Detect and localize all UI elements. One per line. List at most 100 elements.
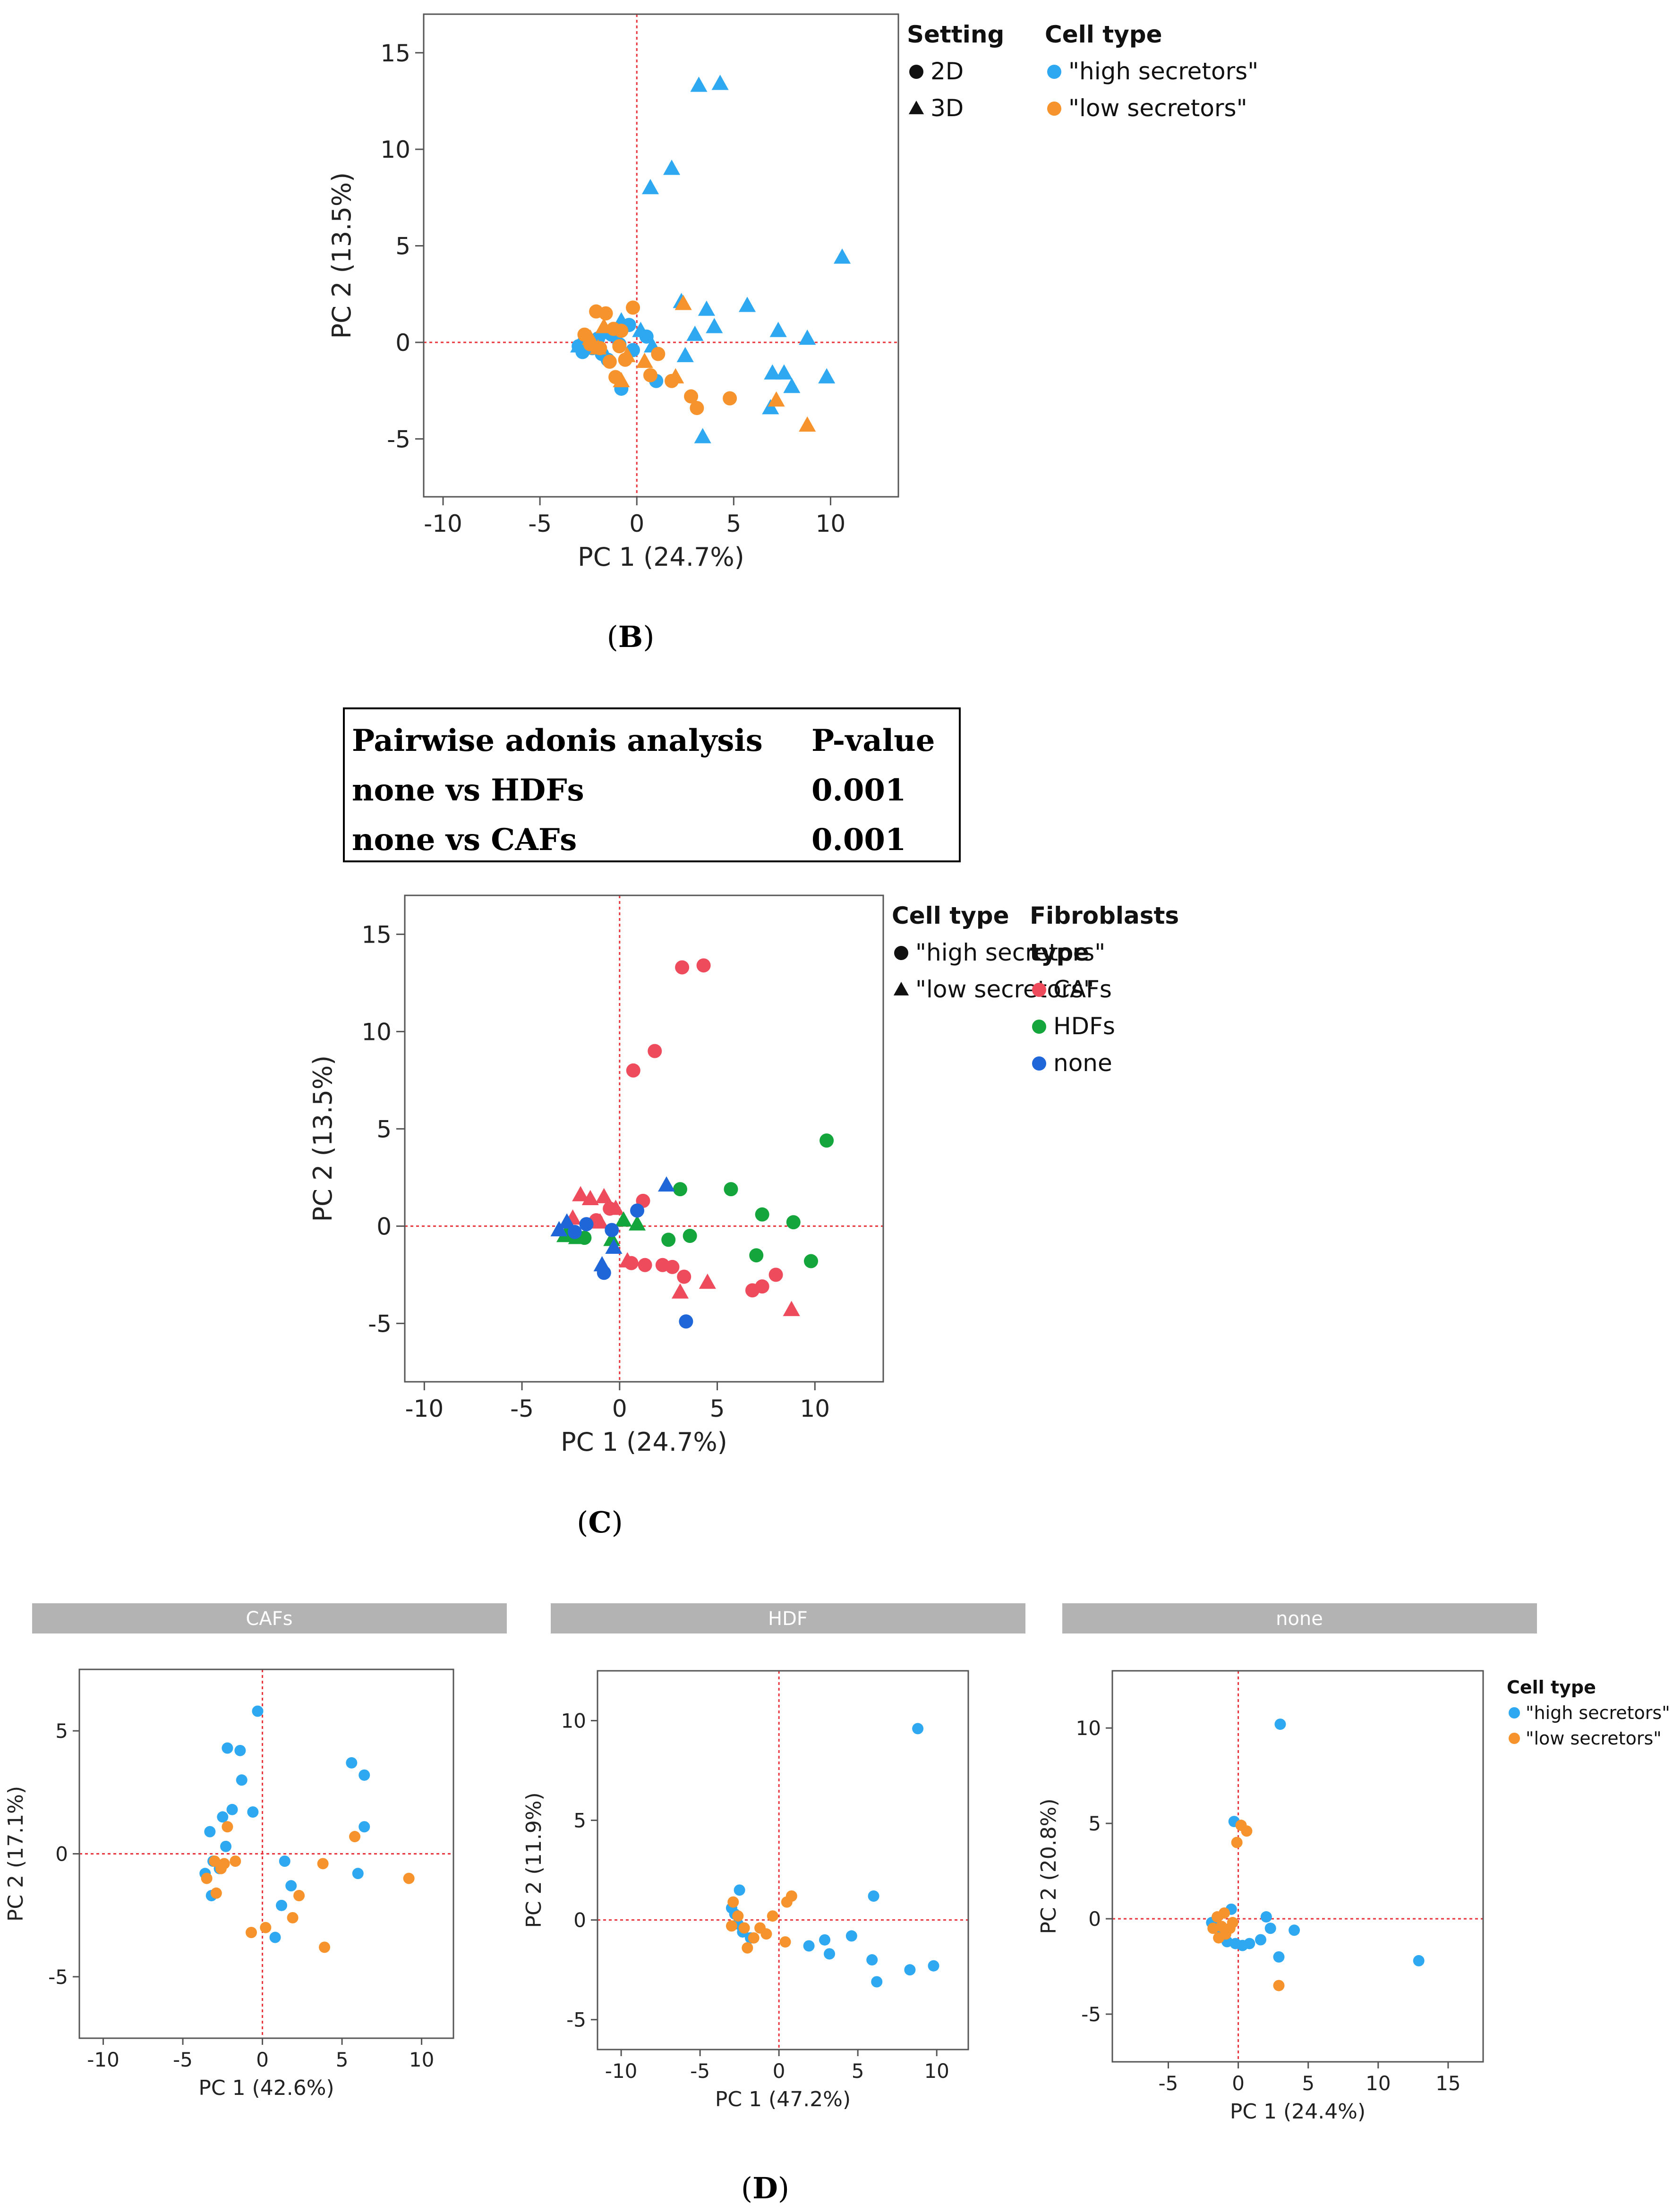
data-point: [217, 1811, 229, 1823]
data-point: [595, 1188, 613, 1203]
data-point: [222, 1821, 233, 1833]
data-point: [1241, 1825, 1253, 1837]
x-tick-label: -5: [528, 510, 552, 537]
data-point: [648, 1044, 662, 1058]
data-point: [679, 1314, 693, 1329]
data-point: [220, 1840, 232, 1852]
y-tick-label: 5: [1088, 1812, 1101, 1835]
data-point: [287, 1912, 299, 1923]
data-point: [643, 368, 657, 383]
data-point: [612, 339, 627, 354]
data-point: [319, 1941, 331, 1953]
legend-title-line2: type: [1030, 939, 1089, 966]
x-axis-label: PC 1 (24.4%): [1230, 2100, 1366, 2124]
legend-item-high-secretors: "high secretors": [1526, 1702, 1670, 1723]
data-point: [614, 323, 629, 338]
data-point: [819, 1934, 831, 1946]
legend-title-cell-type: Cell type: [892, 902, 1009, 929]
data-point: [626, 300, 640, 315]
data-point: [786, 1215, 801, 1230]
data-point: [742, 1942, 753, 1954]
facet-strip-cafs: [32, 1603, 507, 1633]
data-point: [1273, 1951, 1285, 1963]
y-tick-label: 5: [376, 1115, 392, 1143]
data-point: [230, 1855, 241, 1867]
x-tick-label: 5: [336, 2048, 349, 2071]
data-point: [690, 400, 704, 415]
data-point: [349, 1831, 361, 1843]
data-point: [818, 368, 836, 383]
y-axis-label: PC 2 (20.8%): [1037, 1798, 1061, 1934]
legend-item-high-secretors: "high secretors": [915, 939, 1105, 966]
y-tick-label: 10: [561, 1710, 586, 1733]
y-tick-label: -5: [1081, 2003, 1101, 2026]
x-tick-label: 0: [1232, 2072, 1245, 2095]
data-point: [607, 1200, 624, 1215]
x-tick-label: -5: [1159, 2072, 1178, 2095]
x-tick-label: -10: [405, 1395, 444, 1422]
legend-item-hdfs: HDFs: [1053, 1012, 1115, 1040]
data-point: [317, 1858, 329, 1870]
legend-item-none: none: [1053, 1049, 1112, 1077]
y-tick-label: -5: [48, 1965, 68, 1989]
data-point: [293, 1890, 305, 1902]
y-tick-label: 10: [1076, 1717, 1101, 1740]
y-tick-label: -5: [566, 2008, 586, 2032]
data-point: [727, 1896, 739, 1908]
data-point: [595, 318, 613, 333]
legend-item-low-secretors: "low secretors": [915, 976, 1094, 1003]
data-point: [783, 377, 801, 393]
data-point: [269, 1931, 281, 1943]
data-point: [699, 1273, 716, 1289]
data-point: [222, 1742, 233, 1754]
data-point: [628, 1215, 646, 1231]
data-point: [673, 1182, 687, 1197]
data-point: [783, 1301, 800, 1316]
panel-label-d: (D): [741, 2171, 789, 2205]
data-point: [661, 1233, 676, 1247]
data-point: [732, 1910, 744, 1922]
x-tick-label: -10: [87, 2048, 120, 2071]
data-point: [912, 1723, 924, 1735]
data-point: [236, 1774, 248, 1786]
plot-frame: [597, 1670, 969, 2050]
data-point: [613, 372, 630, 388]
data-point: [210, 1887, 222, 1899]
data-point: [593, 1256, 611, 1272]
data-point: [824, 1948, 836, 1960]
data-point: [928, 1960, 939, 1972]
data-point: [247, 1806, 259, 1818]
panel-c: -10 -5 0 5 10 -5 0 5 10 15 PC 1 (24.7%) PC 2 (13.5%…: [308, 894, 1179, 1540]
data-point: [868, 1890, 879, 1902]
data-point: [663, 160, 681, 175]
panel-b: -10 -5 0 5 10 -5 0 5 10 15 PC 1 (24.7%) PC 2 (13.5%…: [327, 13, 1258, 654]
data-point: [748, 1932, 760, 1944]
legend-marker-cafs: [1032, 983, 1046, 997]
data-point: [636, 352, 653, 368]
y-tick-label: 10: [380, 136, 410, 163]
scatter-plot-c: -10 -5 0 5 10 -5 0 5 10 15 PC 1 (24.7%) PC 2 (13.5%…: [308, 894, 1179, 1457]
data-point: [755, 1207, 769, 1222]
data-point: [694, 428, 711, 443]
data-point: [657, 1176, 675, 1192]
data-point: [779, 1936, 791, 1948]
data-point: [358, 1769, 370, 1781]
legend-title-cell-type: Cell type: [1507, 1677, 1596, 1698]
data-point: [799, 416, 816, 432]
panel-label-b: (B): [607, 620, 655, 654]
facet-strip-cafs-label: CAFs: [246, 1608, 292, 1630]
y-axis-label: PC 2 (13.5%): [308, 1055, 338, 1222]
data-point: [674, 295, 692, 310]
data-point: [201, 1872, 213, 1884]
data-point: [690, 77, 708, 92]
data-point: [550, 1221, 568, 1236]
y-tick-label: 15: [361, 921, 392, 948]
data-point: [1273, 1980, 1285, 1991]
data-point: [1231, 1837, 1243, 1848]
data-point: [626, 1063, 640, 1078]
panel-label-c: (C): [577, 1505, 623, 1540]
legend-item-high-secretors: "high secretors": [1068, 58, 1258, 85]
